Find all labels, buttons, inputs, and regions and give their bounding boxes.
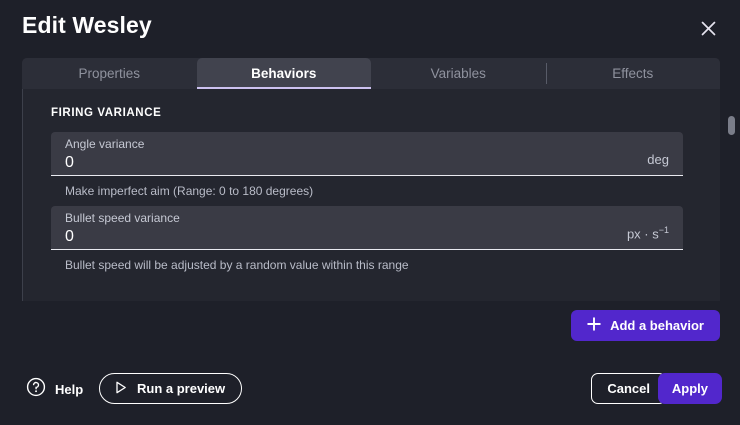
field-group-bullet-speed-variance: Bullet speed variance 0 px · s−1 Bullet …: [51, 206, 683, 273]
bullet-speed-variance-label: Bullet speed variance: [65, 211, 180, 225]
apply-button[interactable]: Apply: [657, 373, 722, 404]
plus-icon: [587, 317, 601, 334]
help-label: Help: [55, 382, 84, 397]
bullet-speed-unit-base: px · s: [626, 226, 659, 241]
run-a-preview-label: Run a preview: [137, 381, 226, 396]
behaviors-content-panel: FIRING VARIANCE Angle variance 0 deg Mak…: [22, 89, 720, 301]
angle-variance-label: Angle variance: [65, 137, 145, 151]
bullet-speed-variance-value[interactable]: 0: [65, 228, 74, 245]
tab-properties-label: Properties: [78, 66, 141, 81]
tab-behaviors[interactable]: Behaviors: [196, 58, 371, 89]
scrollbar-thumb[interactable]: [728, 116, 735, 135]
angle-variance-input[interactable]: Angle variance 0 deg: [51, 132, 683, 176]
tab-variables[interactable]: Variables: [371, 58, 546, 89]
question-circle-icon: [26, 377, 46, 402]
bullet-speed-unit-exponent: −1: [658, 224, 669, 235]
bullet-speed-variance-unit: px · s−1: [627, 225, 669, 241]
page-title: Edit Wesley: [22, 12, 152, 38]
tab-variables-label: Variables: [430, 66, 486, 81]
add-a-behavior-label: Add a behavior: [610, 318, 704, 333]
tab-properties[interactable]: Properties: [22, 58, 197, 89]
run-a-preview-button[interactable]: Run a preview: [99, 373, 243, 404]
play-icon: [113, 380, 128, 398]
dialog-footer: Help Run a preview Cancel Apply: [0, 363, 740, 425]
tab-effects-label: Effects: [612, 66, 654, 81]
tab-behaviors-label: Behaviors: [251, 66, 317, 81]
content-scrollbar[interactable]: [724, 89, 738, 301]
tab-effects[interactable]: Effects: [545, 58, 720, 89]
angle-variance-help-text: Make imperfect aim (Range: 0 to 180 degr…: [65, 184, 314, 198]
section-heading-firing-variance: FIRING VARIANCE: [51, 107, 162, 119]
angle-variance-unit: deg: [647, 152, 669, 167]
bullet-speed-variance-input[interactable]: Bullet speed variance 0 px · s−1: [51, 206, 683, 250]
bullet-speed-variance-help-text: Bullet speed will be adjusted by a rando…: [65, 258, 409, 272]
angle-variance-value[interactable]: 0: [65, 154, 74, 171]
field-group-angle-variance: Angle variance 0 deg Make imperfect aim …: [51, 132, 683, 199]
cancel-button[interactable]: Cancel: [591, 373, 666, 404]
tab-bar: Properties Behaviors Variables Effects: [22, 58, 720, 89]
firing-variance-section: FIRING VARIANCE Angle variance 0 deg Mak…: [23, 89, 705, 280]
help-button[interactable]: Help: [26, 377, 83, 402]
add-a-behavior-button[interactable]: Add a behavior: [571, 310, 720, 341]
dialog-header: Edit Wesley: [0, 0, 740, 52]
close-icon[interactable]: [694, 14, 722, 42]
